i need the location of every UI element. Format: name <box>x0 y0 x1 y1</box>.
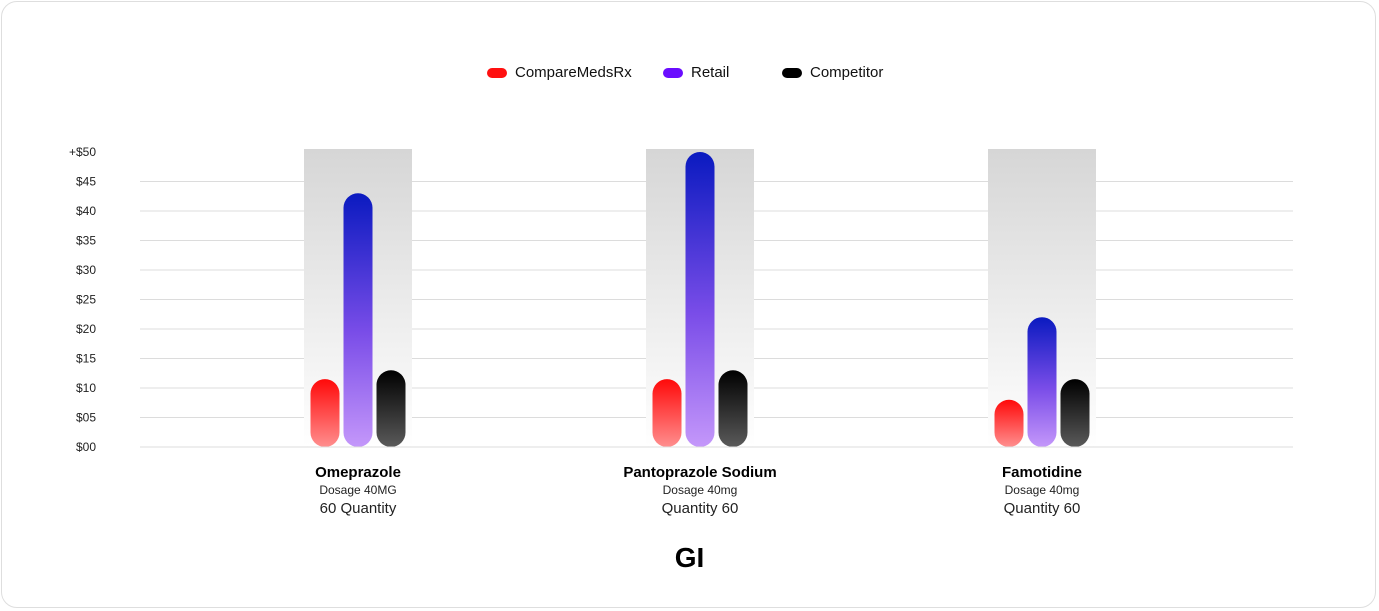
bar-retail <box>1027 317 1057 447</box>
category-quantity: Quantity 60 <box>662 500 739 517</box>
category-name: Famotidine <box>1002 464 1082 481</box>
legend-item-retail: Retail <box>663 64 729 81</box>
category-dosage: Dosage 40mg <box>1005 483 1080 497</box>
legend-item-comparemedsrx: CompareMedsRx <box>487 64 632 81</box>
y-tick-label: $05 <box>76 411 96 425</box>
legend-swatch-comparemedsrx <box>487 67 507 78</box>
bar-competitor <box>1060 379 1090 447</box>
legend-label: Competitor <box>810 64 884 81</box>
y-tick-label: $25 <box>76 293 96 307</box>
y-tick-label: $00 <box>76 440 96 454</box>
bar-comparemedsrx <box>994 399 1024 447</box>
category-name: Pantoprazole Sodium <box>623 464 776 481</box>
category-name: Omeprazole <box>315 464 401 481</box>
y-tick-label: $40 <box>76 204 96 218</box>
bar-competitor <box>718 370 748 447</box>
legend-label: CompareMedsRx <box>515 64 632 81</box>
category-dosage: Dosage 40MG <box>319 483 396 497</box>
legend-label: Retail <box>691 64 730 81</box>
category-quantity: 60 Quantity <box>320 500 397 517</box>
legend-item-competitor: Competitor <box>782 64 883 81</box>
legend-swatch-competitor <box>782 67 802 78</box>
y-tick-label: $45 <box>76 175 96 189</box>
y-tick-label: $15 <box>76 352 96 366</box>
category-dosage: Dosage 40mg <box>663 483 738 497</box>
y-tick-label: $20 <box>76 322 96 336</box>
y-tick-label: $30 <box>76 263 96 277</box>
legend: CompareMedsRx Retail Competitor <box>0 64 1379 86</box>
bar-competitor <box>376 370 406 447</box>
bar-comparemedsrx <box>652 379 682 447</box>
legend-swatch-retail <box>663 67 683 78</box>
y-tick-label: $10 <box>76 381 96 395</box>
category-quantity: Quantity 60 <box>1004 500 1081 517</box>
y-tick-label: +$50 <box>69 145 96 159</box>
bar-retail <box>343 193 373 447</box>
chart-title: GI <box>674 542 705 573</box>
y-tick-label: $35 <box>76 234 96 248</box>
bar-comparemedsrx <box>310 379 340 447</box>
bar-retail <box>685 152 715 447</box>
